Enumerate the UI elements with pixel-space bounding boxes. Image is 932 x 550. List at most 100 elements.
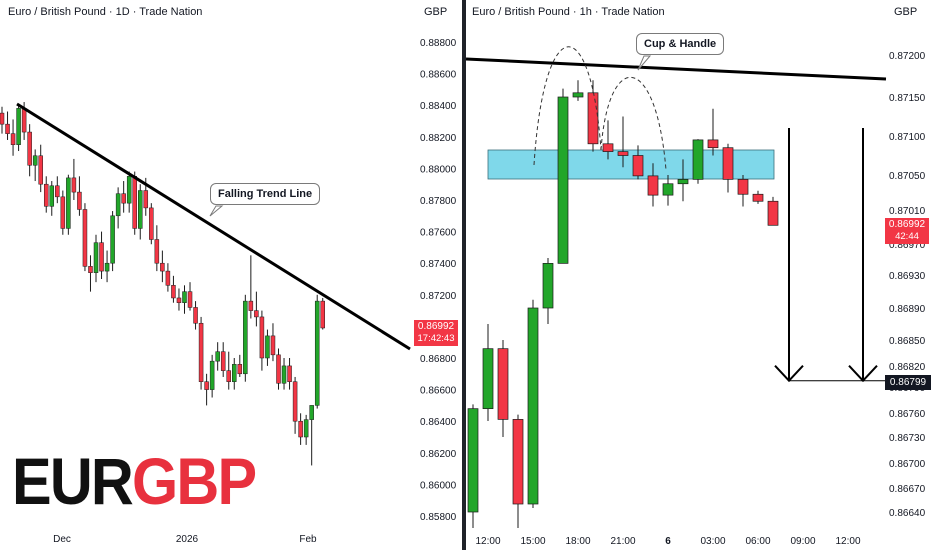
daily-candle-body	[143, 190, 149, 209]
hourly-candle-body	[647, 175, 659, 196]
daily-candle-body	[82, 209, 88, 267]
daily-candle-body	[320, 300, 325, 329]
daily-candle-body	[38, 155, 43, 185]
daily-y-tick: 0.88200	[420, 133, 457, 144]
daily-candle-body	[0, 112, 5, 125]
daily-candle-body	[115, 193, 121, 217]
hourly-last-price-tag: 0.86992 42:44	[885, 218, 929, 244]
hourly-candle-body	[737, 179, 749, 195]
daily-candle-body	[298, 420, 303, 438]
hourly-y-tick: 0.86640	[889, 508, 926, 519]
hourly-candle-body	[512, 419, 524, 505]
daily-candle-body	[110, 215, 115, 264]
daily-y-tick: 0.87400	[420, 259, 457, 270]
daily-candle-body	[182, 291, 187, 303]
daily-candle-body	[126, 176, 132, 204]
hourly-y-tick: 0.86670	[889, 484, 926, 495]
hourly-y-tick: 0.87150	[889, 93, 926, 104]
daily-x-tick: Dec	[53, 534, 71, 545]
daily-candle-body	[193, 307, 198, 324]
daily-candle-body	[165, 270, 171, 286]
daily-candle-body	[265, 335, 270, 359]
daily-candle-body	[93, 242, 99, 273]
daily-candle-body	[132, 176, 137, 229]
daily-candle-body	[287, 365, 292, 382]
daily-chart-panel[interactable]: 0.88800 0.88600 0.88400 0.88200 0.88000 0.878…	[0, 0, 462, 550]
daily-candle-body	[121, 193, 126, 204]
hourly-candle-body	[692, 139, 704, 180]
hourly-candle-body	[722, 147, 734, 180]
daily-x-tick: Feb	[299, 534, 317, 545]
cup-callout-pointer	[637, 55, 652, 71]
hourly-candle-body	[527, 307, 539, 505]
hourly-y-tick: 0.87050	[889, 171, 926, 182]
daily-y-tick: 0.86000	[420, 480, 457, 491]
hourly-candle-body	[617, 151, 629, 156]
hourly-y-tick: 0.86970	[889, 240, 926, 251]
daily-currency-label: GBP	[424, 6, 448, 18]
hourly-candle-body	[602, 143, 614, 152]
hourly-y-tick: 0.87010	[889, 206, 926, 217]
daily-last-price-tag: 0.86992 17:42:43	[414, 320, 458, 346]
hourly-countdown: 42:44	[895, 231, 919, 242]
hourly-last-price: 0.86992	[888, 219, 926, 230]
daily-candle-body	[43, 183, 49, 207]
daily-countdown: 17:42:43	[417, 333, 455, 344]
daily-candle-body	[104, 262, 110, 272]
hourly-y-tick: 0.87100	[889, 132, 926, 143]
cup-dashed-arc	[533, 46, 602, 166]
hourly-currency-label: GBP	[894, 6, 918, 18]
hourly-x-tick: 15:00	[520, 536, 545, 547]
daily-y-tick: 0.88800	[420, 38, 457, 49]
daily-candle-body	[77, 191, 82, 210]
daily-y-tick: 0.88400	[420, 101, 457, 112]
daily-candle-body	[160, 262, 165, 272]
daily-candle-body	[55, 185, 60, 198]
daily-candle-body	[16, 108, 21, 145]
daily-y-tick: 0.86800	[420, 354, 457, 365]
daily-candle-body	[99, 242, 104, 272]
falling-trend-line	[16, 102, 411, 351]
daily-candle-body	[226, 370, 231, 382]
daily-candle-body	[292, 381, 298, 422]
hourly-y-tick: 0.86700	[889, 459, 926, 470]
daily-candle-body	[88, 266, 93, 273]
daily-chart-canvas[interactable]: 0.88800 0.88600 0.88400 0.88200 0.88000 0.878…	[0, 0, 462, 550]
daily-y-tick: 0.86400	[420, 417, 457, 428]
daily-candle-body	[66, 177, 71, 229]
daily-candle-body	[270, 335, 276, 356]
hourly-chart-panel[interactable]: 0.87200 0.87150 0.87100 0.87050 0.87010 0.869…	[466, 0, 932, 550]
daily-candle-body	[259, 316, 265, 359]
hourly-candle-body	[587, 92, 599, 145]
hourly-x-tick: 21:00	[610, 536, 635, 547]
daily-chart-title: Euro / British Pound · 1D · Trade Nation	[8, 6, 203, 18]
daily-candle-body	[60, 196, 66, 229]
daily-candle-body	[303, 419, 309, 438]
panel-divider[interactable]	[462, 0, 466, 550]
trend-callout-pointer	[209, 205, 224, 217]
ticker-quote: GBP	[132, 444, 257, 518]
daily-y-tick: 0.85800	[420, 512, 457, 523]
hourly-candle-body	[662, 183, 674, 196]
ticker-base: EUR	[12, 444, 134, 518]
daily-candle-body	[309, 405, 314, 420]
daily-candle-body	[32, 155, 38, 166]
hourly-x-tick: 18:00	[565, 536, 590, 547]
hourly-chart-canvas[interactable]: 0.872000.871500.871000.870500.870100.869…	[466, 0, 932, 550]
hourly-candle-body	[632, 155, 644, 177]
daily-y-tick: 0.86200	[420, 449, 457, 460]
daily-x-tick: 2026	[176, 534, 199, 545]
daily-candle-body	[314, 300, 320, 406]
daily-candle-body	[176, 297, 182, 303]
daily-candle-body	[243, 300, 248, 375]
daily-y-tick: 0.88000	[420, 164, 457, 175]
hourly-candle-body	[497, 348, 509, 420]
daily-candle-body	[215, 351, 220, 362]
daily-candle-body	[49, 185, 55, 207]
hourly-candle-body	[752, 193, 764, 202]
daily-y-tick: 0.86600	[420, 386, 457, 397]
daily-candle-body	[209, 360, 215, 390]
hourly-candle-body	[707, 139, 719, 149]
daily-candle-body	[281, 365, 287, 384]
hourly-x-tick: 09:00	[790, 536, 815, 547]
